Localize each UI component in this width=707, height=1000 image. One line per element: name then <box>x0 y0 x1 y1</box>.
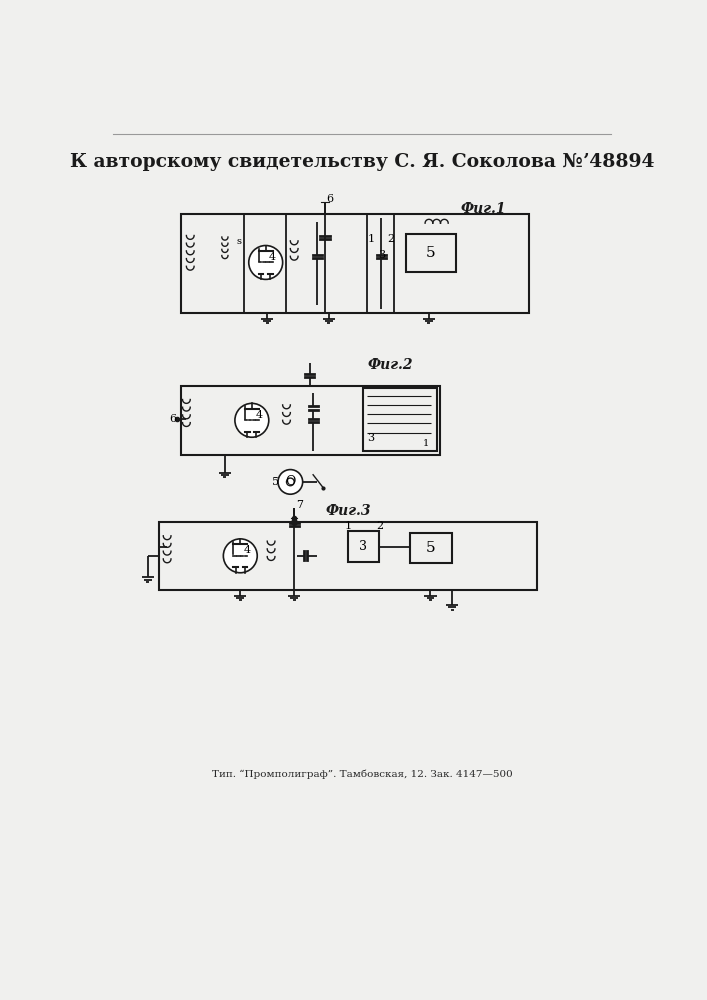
Bar <box>181 214 529 312</box>
Text: Фиг.1: Фиг.1 <box>460 202 506 216</box>
Text: 7: 7 <box>296 500 303 510</box>
Text: 5: 5 <box>426 246 436 260</box>
Text: 4: 4 <box>269 252 276 262</box>
Text: 1: 1 <box>368 234 375 244</box>
Text: 3: 3 <box>378 250 385 260</box>
Text: 1: 1 <box>344 521 351 531</box>
Bar <box>409 533 452 563</box>
Bar <box>406 234 456 272</box>
Text: s: s <box>236 237 241 246</box>
Bar <box>160 522 537 590</box>
Text: 3: 3 <box>359 540 368 553</box>
Text: Фиг.2: Фиг.2 <box>368 358 413 372</box>
Text: 3: 3 <box>368 433 375 443</box>
Circle shape <box>286 478 294 486</box>
Circle shape <box>278 470 303 494</box>
Text: 2: 2 <box>387 234 394 244</box>
Text: 6: 6 <box>327 194 334 204</box>
Circle shape <box>223 539 257 573</box>
Text: 4: 4 <box>244 545 251 555</box>
Bar <box>348 531 379 562</box>
Text: 6: 6 <box>169 414 176 424</box>
Bar <box>363 388 437 451</box>
Text: Фиг.3: Фиг.3 <box>325 504 371 518</box>
Text: 1: 1 <box>423 439 429 448</box>
Bar <box>181 386 440 455</box>
Text: 4: 4 <box>256 410 263 420</box>
Text: 2: 2 <box>376 521 383 531</box>
Text: 5: 5 <box>426 541 436 555</box>
Circle shape <box>235 403 269 437</box>
Text: К авторскому свидетельству С. Я. Соколова №ʼ48894: К авторскому свидетельству С. Я. Соколов… <box>71 153 655 171</box>
Circle shape <box>249 246 283 279</box>
Text: O: O <box>285 475 296 488</box>
Text: 5: 5 <box>271 477 279 487</box>
Text: Тип. “Промполиграф”. Тамбовская, 12. Зак. 4147—500: Тип. “Промполиграф”. Тамбовская, 12. Зак… <box>212 770 513 779</box>
